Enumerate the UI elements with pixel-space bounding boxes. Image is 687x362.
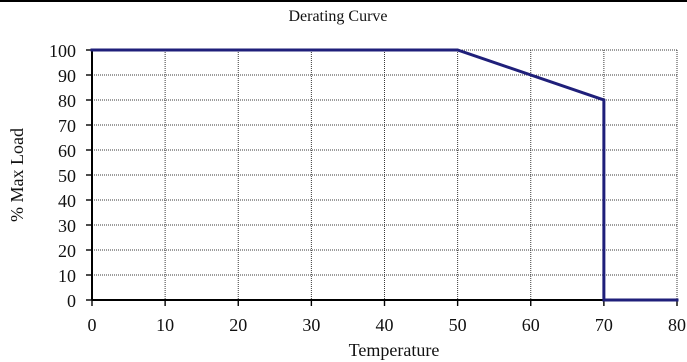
y-axis-label: % Max Load xyxy=(7,128,27,222)
x-tick-label: 60 xyxy=(522,315,540,335)
x-tick-label: 50 xyxy=(449,315,467,335)
x-tick-label: 10 xyxy=(156,315,174,335)
series-group xyxy=(90,48,679,302)
grid xyxy=(92,49,678,301)
y-tick-label: 50 xyxy=(58,166,76,186)
y-tick-label: 90 xyxy=(58,66,76,86)
x-tick-label: 0 xyxy=(88,315,97,335)
x-axis-label: Temperature xyxy=(349,340,440,360)
x-tick-label: 20 xyxy=(229,315,247,335)
x-tick-label: 30 xyxy=(302,315,320,335)
y-tick-label: 10 xyxy=(58,266,76,286)
y-tick-label: 70 xyxy=(58,116,76,136)
x-tick-label: 80 xyxy=(668,315,686,335)
derating-curve-line xyxy=(90,48,679,302)
y-tick-label: 0 xyxy=(67,291,76,311)
y-tick-label: 100 xyxy=(49,41,76,61)
y-tick-label: 60 xyxy=(58,141,76,161)
tick-labels: 0 10 20 30 40 50 60 70 80 90 100 0 10 20 30 40 50 60 70 80 xyxy=(49,41,686,335)
y-tick-label: 80 xyxy=(58,91,76,111)
y-tick-label: 20 xyxy=(58,241,76,261)
axes xyxy=(86,49,678,306)
chart-title: Derating Curve xyxy=(288,8,387,25)
x-tick-label: 40 xyxy=(376,315,394,335)
x-tick-label: 70 xyxy=(595,315,613,335)
y-tick-label: 40 xyxy=(58,191,76,211)
y-tick-label: 30 xyxy=(58,216,76,236)
